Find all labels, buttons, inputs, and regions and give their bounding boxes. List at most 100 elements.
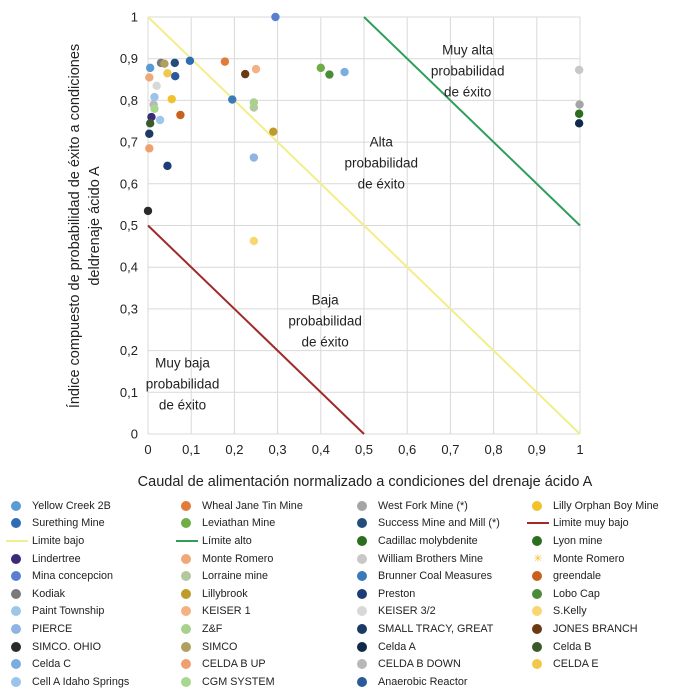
legend-row: Surething Mine Leviathan Mine Success Mine… <box>6 515 675 533</box>
data-point <box>251 64 261 74</box>
x-tick-label: 0,4 <box>312 442 330 457</box>
legend-swatch <box>176 570 198 582</box>
legend-swatch <box>6 605 28 617</box>
legend-label: West Fork Mine (*) <box>378 499 468 512</box>
region-label: Muy alta probabilidad de éxito <box>431 43 505 100</box>
legend-swatch <box>176 588 198 600</box>
legend-item: KEISER 3/2 <box>352 605 527 617</box>
data-point <box>145 73 154 82</box>
legend-swatch <box>527 535 549 547</box>
legend-label: greendale <box>553 570 602 583</box>
legend-item: JONES BRANCH <box>527 623 675 635</box>
y-tick-label: 0,1 <box>120 385 138 400</box>
legend-item: Brunner Coal Measures <box>352 570 527 582</box>
legend-label: Celda A <box>378 640 416 653</box>
legend-label: JONES BRANCH <box>553 622 638 635</box>
data-point <box>228 95 237 104</box>
data-point <box>185 56 195 65</box>
legend-item: greendale <box>527 570 675 582</box>
legend-item: Kodiak <box>6 588 176 600</box>
legend-row: Cell A Idaho Springs CGM SYSTEM Anaerobic … <box>6 673 675 691</box>
data-point <box>574 109 584 118</box>
legend-item: William Brothers Mine <box>352 553 527 565</box>
region-label: Baja probabilidad de éxito <box>288 293 362 350</box>
legend-swatch <box>352 676 374 688</box>
legend-item: Límite alto <box>176 535 352 547</box>
legend-item: Celda B <box>527 641 675 653</box>
x-tick-label: 0,3 <box>269 442 287 457</box>
legend-label: Lilly Orphan Boy Mine <box>553 499 659 512</box>
reference-line <box>147 224 365 435</box>
legend-swatch <box>6 517 28 529</box>
data-point <box>325 70 334 79</box>
legend-swatch <box>6 535 28 547</box>
legend-item: Lorraine mine <box>176 570 352 582</box>
legend-label: Lyon mine <box>553 534 603 547</box>
legend-label: KEISER 3/2 <box>378 605 436 618</box>
legend-item: Yellow Creek 2B <box>6 500 176 512</box>
legend-label: Celda B <box>553 640 592 653</box>
reference-line <box>147 16 581 435</box>
data-point <box>249 236 259 246</box>
legend-row: Mina concepcion Lorraine mine Brunner Coal… <box>6 567 675 585</box>
legend-item: CELDA B UP <box>176 658 352 670</box>
x-axis-label: Caudal de alimentación normalizado a con… <box>138 474 593 490</box>
legend-swatch <box>527 500 549 512</box>
legend-swatch <box>6 623 28 635</box>
data-point <box>150 104 159 113</box>
legend-label: Limite muy bajo <box>553 517 629 530</box>
legend-item: SMALL TRACY, GREAT <box>352 623 527 635</box>
legend-row: SIMCO. OHIO SIMCO Celda A Celda B <box>6 638 675 656</box>
region-label: Alta probabilidad de éxito <box>344 134 418 191</box>
legend-label: Kodiak <box>32 587 66 600</box>
data-point <box>167 94 176 104</box>
legend-swatch <box>352 605 374 617</box>
legend-item: Lindertree <box>6 553 176 565</box>
legend-label: Success Mine and Mill (*) <box>378 517 500 530</box>
legend-label: CELDA B UP <box>202 658 266 671</box>
legend-swatch <box>527 517 549 529</box>
legend-item: ✳ Monte Romero <box>527 553 675 565</box>
legend-label: PIERCE <box>32 622 73 635</box>
legend-item: CGM SYSTEM <box>176 676 352 688</box>
reference-lines <box>147 16 581 435</box>
legend-label: S.Kelly <box>553 605 587 618</box>
y-axis-label-line-1: Índice compuesto de probabilidad de éxit… <box>66 44 83 408</box>
x-tick-label: 0,1 <box>182 442 200 457</box>
legend-item: Lobo Cap <box>527 588 675 600</box>
legend-label: SIMCO. OHIO <box>32 640 101 653</box>
legend-swatch <box>527 658 549 670</box>
legend-item: PIERCE <box>6 623 176 635</box>
legend-swatch <box>352 535 374 547</box>
data-point <box>170 58 179 68</box>
legend-item: Lilly Orphan Boy Mine <box>527 500 675 512</box>
legend-swatch <box>352 553 374 565</box>
x-tick-label: 0,7 <box>441 442 459 457</box>
legend-label: Mina concepcion <box>32 570 114 583</box>
legend-label: Lindertree <box>32 552 81 565</box>
grid-lines <box>147 16 581 435</box>
data-point <box>241 69 250 79</box>
legend-label: Lillybrook <box>202 587 248 600</box>
legend-row: Yellow Creek 2B Wheal Jane Tin Mine West F… <box>6 497 675 515</box>
legend-swatch <box>176 605 198 617</box>
legend-swatch <box>352 623 374 635</box>
legend-label: Wheal Jane Tin Mine <box>202 499 303 512</box>
data-points <box>143 12 584 246</box>
legend-swatch <box>6 570 28 582</box>
legend-item: Cell A Idaho Springs <box>6 676 176 688</box>
data-point <box>143 206 153 216</box>
legend-row: Lindertree Monte Romero William Brothers M… <box>6 550 675 568</box>
legend-item: Surething Mine <box>6 517 176 529</box>
legend-item: Preston <box>352 588 527 600</box>
legend-item: Leviathan Mine <box>176 517 352 529</box>
legend-item: Monte Romero <box>176 553 352 565</box>
legend-swatch <box>352 641 374 653</box>
reference-line <box>363 16 581 227</box>
data-point <box>269 127 278 136</box>
legend-item: West Fork Mine (*) <box>352 500 527 512</box>
legend-label: CELDA E <box>553 658 599 671</box>
legend-item: Wheal Jane Tin Mine <box>176 500 352 512</box>
legend-swatch <box>352 570 374 582</box>
legend-item: Lillybrook <box>176 588 352 600</box>
